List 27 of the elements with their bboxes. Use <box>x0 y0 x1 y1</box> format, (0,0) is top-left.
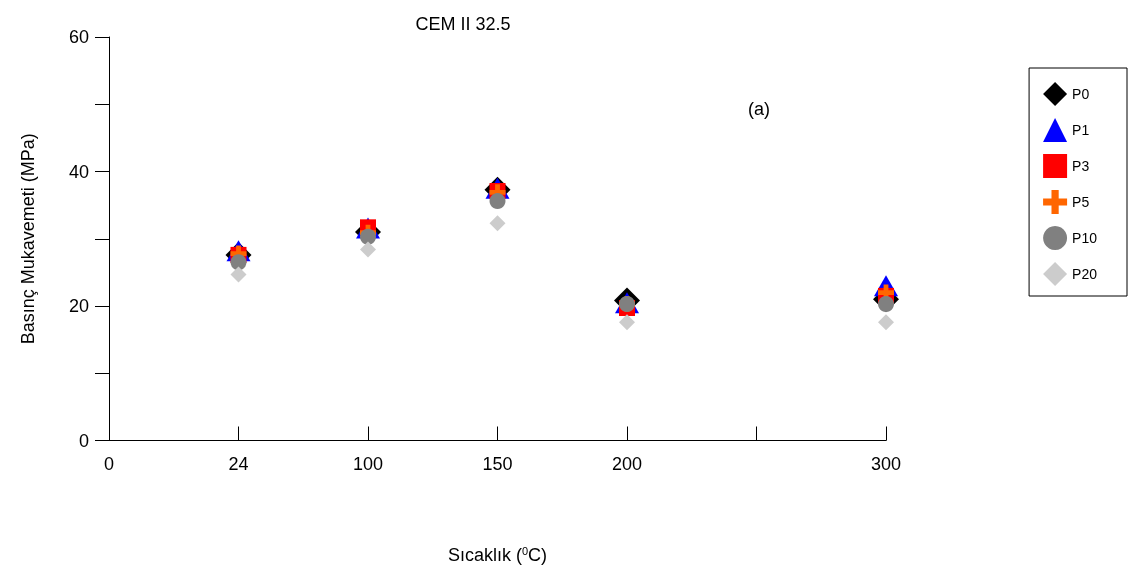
x-tick-label: 300 <box>870 453 902 474</box>
y-tick-label: 20 <box>68 296 89 316</box>
x-tick-label: 200 <box>611 453 643 474</box>
annotation: (a) <box>748 99 770 119</box>
chart-title: CEM II 32.5 <box>415 14 511 34</box>
y-axis-title: Basınç Mukavemeti (MPa) <box>18 133 38 345</box>
legend-label: P3 <box>1072 158 1090 174</box>
x-tick-label: 0 <box>103 453 115 474</box>
point <box>230 254 247 271</box>
x-tick-label: 150 <box>482 453 513 474</box>
point <box>230 266 247 283</box>
point <box>489 215 506 232</box>
y-tick-label: 0 <box>78 430 89 451</box>
y-tick-label: 40 <box>68 161 89 182</box>
x-tick-label: 100 <box>352 453 384 474</box>
legend-label: P0 <box>1072 86 1090 102</box>
x-tick-label: 24 <box>228 453 249 474</box>
legend-label: P10 <box>1072 230 1098 246</box>
legend-label: P20 <box>1072 266 1098 282</box>
legend-label: P1 <box>1072 122 1090 138</box>
point <box>619 314 635 331</box>
point <box>489 193 506 210</box>
point <box>360 241 376 258</box>
y-tick-label: 60 <box>68 27 89 47</box>
point <box>878 314 894 331</box>
point <box>878 295 894 312</box>
legend-label: P5 <box>1072 194 1090 210</box>
